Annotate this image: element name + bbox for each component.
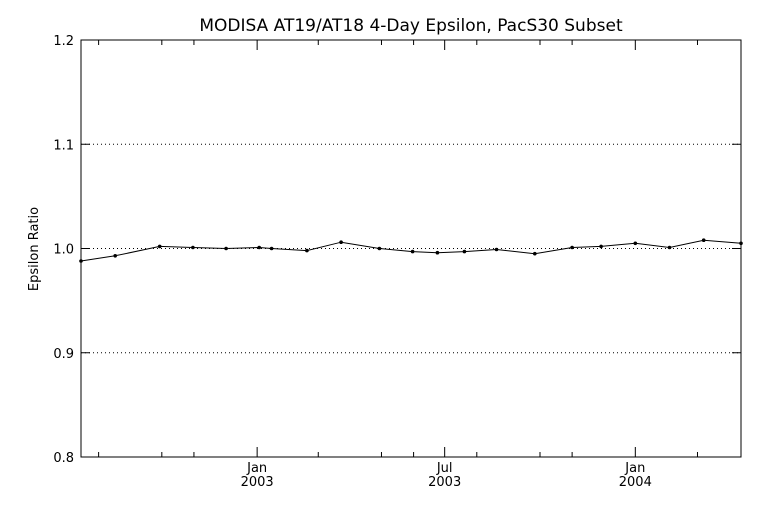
x-tick-month-label: Jan (246, 461, 267, 476)
data-point (633, 241, 638, 246)
data-point (157, 244, 162, 249)
data-point (462, 249, 467, 254)
y-tick-label: 1.2 (53, 34, 74, 49)
y-tick-label: 0.8 (53, 451, 74, 466)
data-point (667, 245, 672, 250)
x-tick-month-label: Jan (624, 461, 645, 476)
data-point (599, 244, 603, 249)
data-point (435, 250, 440, 255)
y-axis-label: Epsilon Ratio (27, 207, 42, 291)
y-tick-label: 0.9 (53, 347, 74, 362)
series-line (80, 239, 742, 262)
series-group (79, 238, 743, 263)
data-point (305, 248, 309, 253)
data-point (257, 245, 262, 250)
data-point (377, 246, 382, 251)
x-tick-year-label: 2004 (619, 475, 652, 490)
data-point (533, 251, 537, 256)
data-point (570, 245, 574, 250)
data-point (269, 246, 274, 251)
chart-title: MODISA AT19/AT18 4-Day Epsilon, PacS30 S… (199, 16, 623, 36)
x-tick-month-label: Jul (436, 461, 453, 476)
x-tick-year-label: 2003 (241, 475, 274, 490)
data-point (224, 246, 228, 251)
plot-frame (80, 39, 742, 458)
data-point (494, 247, 499, 252)
data-point (113, 254, 117, 258)
data-point (701, 238, 706, 242)
grid-lines (81, 143, 741, 354)
data-point (410, 249, 415, 254)
data-point (191, 245, 195, 250)
data-point (339, 240, 343, 244)
y-tick-label: 1.1 (53, 138, 74, 153)
y-tick-label: 1.0 (53, 243, 74, 258)
x-tick-year-label: 2003 (428, 475, 461, 490)
